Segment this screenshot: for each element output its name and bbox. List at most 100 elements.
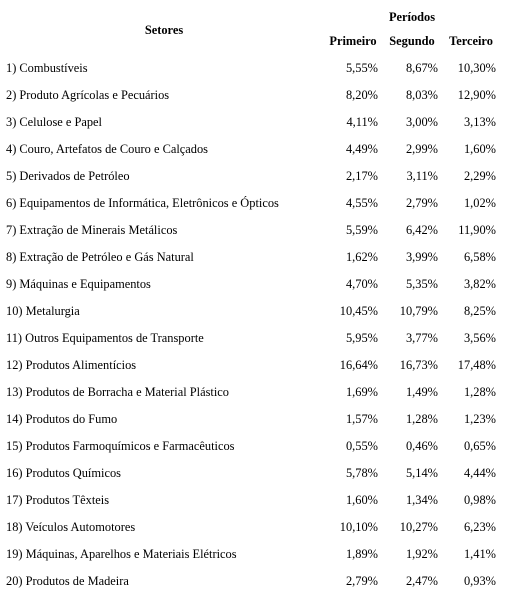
sector-table: Setores Períodos Primeiro Segundo Tercei… <box>4 6 500 595</box>
terceiro-value-cell: 6,58% <box>463 250 496 264</box>
sector-name-cell: 13) Produtos de Borracha e Material Plás… <box>6 385 229 399</box>
terceiro-value-cell: 0,93% <box>463 574 496 588</box>
primeiro-value-cell: 5,59% <box>345 223 378 237</box>
primeiro-value-cell: 1,60% <box>345 493 378 507</box>
primeiro-value-cell: 8,20% <box>345 88 378 102</box>
segundo-value-cell: 5,14% <box>405 466 438 480</box>
header-setores: Setores <box>144 23 184 37</box>
primeiro-value-cell: 2,17% <box>345 169 378 183</box>
segundo-value-cell: 3,99% <box>405 250 438 264</box>
header-terceiro: Terceiro <box>449 34 493 48</box>
terceiro-value-cell: 0,98% <box>463 493 496 507</box>
segundo-value-cell: 2,99% <box>405 142 438 156</box>
segundo-value-cell: 3,00% <box>405 115 438 129</box>
sector-name-cell: 3) Celulose e Papel <box>6 115 103 129</box>
segundo-value-cell: 2,47% <box>405 574 438 588</box>
segundo-value-cell: 5,35% <box>405 277 438 291</box>
terceiro-value-cell: 4,44% <box>463 466 496 480</box>
sector-name-cell: 14) Produtos do Fumo <box>6 412 118 426</box>
primeiro-value-cell: 2,79% <box>345 574 378 588</box>
sector-name-cell: 2) Produto Agrícolas e Pecuários <box>6 88 170 102</box>
table-row: 7) Extração de Minerais Metálicos 5,59% 6,… <box>4 217 500 244</box>
segundo-value-cell: 1,34% <box>405 493 438 507</box>
terceiro-value-cell: 8,25% <box>463 304 496 318</box>
table-header: Setores Períodos Primeiro Segundo Tercei… <box>4 6 500 55</box>
terceiro-value-cell: 11,90% <box>458 223 496 237</box>
segundo-value-cell: 6,42% <box>405 223 438 237</box>
segundo-value-cell: 3,11% <box>406 169 438 183</box>
sector-name-cell: 15) Produtos Farmoquímicos e Farmacêutic… <box>6 439 235 453</box>
primeiro-value-cell: 1,57% <box>345 412 378 426</box>
primeiro-value-cell: 5,78% <box>345 466 378 480</box>
table-row: 13) Produtos de Borracha e Material Plás… <box>4 379 500 406</box>
primeiro-value-cell: 10,45% <box>339 304 378 318</box>
sector-name-cell: 6) Equipamentos de Informática, Eletrôni… <box>6 196 279 210</box>
primeiro-value-cell: 4,11% <box>346 115 378 129</box>
segundo-value-cell: 8,03% <box>405 88 438 102</box>
terceiro-value-cell: 10,30% <box>457 61 496 75</box>
terceiro-value-cell: 2,29% <box>463 169 496 183</box>
sector-name-cell: 20) Produtos de Madeira <box>6 574 129 588</box>
terceiro-value-cell: 1,60% <box>463 142 496 156</box>
sector-name-cell: 12) Produtos Alimentícios <box>6 358 137 372</box>
sector-name-cell: 7) Extração de Minerais Metálicos <box>6 223 178 237</box>
segundo-value-cell: 16,73% <box>399 358 438 372</box>
segundo-value-cell: 8,67% <box>405 61 438 75</box>
sector-name-cell: 17) Produtos Têxteis <box>6 493 110 507</box>
table-row: 4) Couro, Artefatos de Couro e Calçados 4… <box>4 136 500 163</box>
primeiro-value-cell: 4,49% <box>345 142 378 156</box>
table-row: 5) Derivados de Petróleo 2,17% 3,11% 2,29% <box>4 163 500 190</box>
terceiro-value-cell: 1,28% <box>463 385 496 399</box>
sector-name-cell: 11) Outros Equipamentos de Transporte <box>6 331 204 345</box>
table-row: 20) Produtos de Madeira 2,79% 2,47% 0,93% <box>4 568 500 595</box>
primeiro-value-cell: 5,95% <box>345 331 378 345</box>
terceiro-value-cell: 6,23% <box>463 520 496 534</box>
table-row: 8) Extração de Petróleo e Gás Natural 1,6… <box>4 244 500 271</box>
sector-name-cell: 19) Máquinas, Aparelhos e Materiais Elét… <box>6 547 237 561</box>
table-row: 15) Produtos Farmoquímicos e Farmacêutic… <box>4 433 500 460</box>
primeiro-value-cell: 16,64% <box>339 358 378 372</box>
segundo-value-cell: 3,77% <box>405 331 438 345</box>
table-row: 19) Máquinas, Aparelhos e Materiais Elét… <box>4 541 500 568</box>
segundo-value-cell: 1,92% <box>405 547 438 561</box>
segundo-value-cell: 10,79% <box>399 304 438 318</box>
terceiro-value-cell: 3,82% <box>463 277 496 291</box>
sector-name-cell: 9) Máquinas e Equipamentos <box>6 277 151 291</box>
table-row: 11) Outros Equipamentos de Transporte 5,9… <box>4 325 500 352</box>
terceiro-value-cell: 12,90% <box>457 88 496 102</box>
primeiro-value-cell: 1,69% <box>345 385 378 399</box>
primeiro-value-cell: 1,62% <box>345 250 378 264</box>
table-row: 17) Produtos Têxteis 1,60% 1,34% 0,98% <box>4 487 500 514</box>
sector-name-cell: 4) Couro, Artefatos de Couro e Calçados <box>6 142 208 156</box>
header-primeiro: Primeiro <box>329 34 377 48</box>
table-row: 14) Produtos do Fumo 1,57% 1,28% 1,23% <box>4 406 500 433</box>
sector-name-cell: 16) Produtos Químicos <box>6 466 121 480</box>
sector-name-cell: 8) Extração de Petróleo e Gás Natural <box>6 250 194 264</box>
primeiro-value-cell: 4,55% <box>345 196 378 210</box>
segundo-value-cell: 10,27% <box>399 520 438 534</box>
sector-name-cell: 5) Derivados de Petróleo <box>6 169 130 183</box>
header-periodos: Períodos <box>388 9 436 24</box>
primeiro-value-cell: 1,89% <box>345 547 378 561</box>
segundo-value-cell: 2,79% <box>405 196 438 210</box>
sector-name-cell: 1) Combustíveis <box>6 61 88 75</box>
primeiro-value-cell: 4,70% <box>345 277 378 291</box>
segundo-value-cell: 0,46% <box>405 439 438 453</box>
terceiro-value-cell: 0,65% <box>463 439 496 453</box>
table-row: 10) Metalurgia 10,45% 10,79% 8,25% <box>4 298 500 325</box>
terceiro-value-cell: 1,23% <box>463 412 496 426</box>
table-row: 18) Veículos Automotores 10,10% 10,27% 6,23… <box>4 514 500 541</box>
primeiro-value-cell: 0,55% <box>345 439 378 453</box>
terceiro-value-cell: 17,48% <box>457 358 496 372</box>
table-row: 2) Produto Agrícolas e Pecuários 8,20% 8,0… <box>4 82 500 109</box>
table-body: 1) Combustíveis 5,55% 8,67% 10,30% 2) Produt… <box>4 55 500 595</box>
table-row: 3) Celulose e Papel 4,11% 3,00% 3,13% <box>4 109 500 136</box>
terceiro-value-cell: 1,41% <box>463 547 496 561</box>
header-segundo: Segundo <box>389 34 435 48</box>
table-row: 6) Equipamentos de Informática, Eletrôni… <box>4 190 500 217</box>
table-row: 12) Produtos Alimentícios 16,64% 16,73% 17,… <box>4 352 500 379</box>
table-row: 16) Produtos Químicos 5,78% 5,14% 4,44% <box>4 460 500 487</box>
segundo-value-cell: 1,28% <box>405 412 438 426</box>
segundo-value-cell: 1,49% <box>405 385 438 399</box>
